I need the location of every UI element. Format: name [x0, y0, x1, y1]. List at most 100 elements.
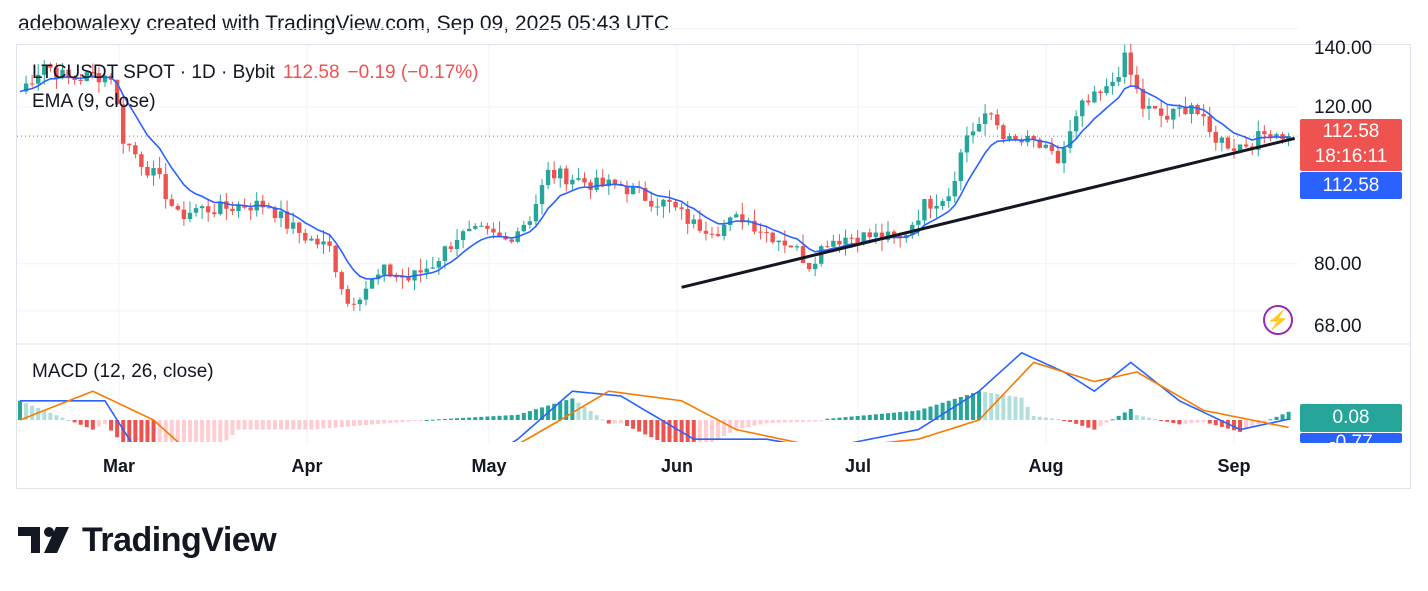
- macd-histogram-bar: [1213, 420, 1218, 426]
- candle-body: [418, 270, 423, 273]
- candle-body: [776, 240, 781, 243]
- candle-body: [145, 166, 150, 176]
- macd-histogram-bar: [473, 417, 478, 420]
- candle-body: [673, 201, 678, 208]
- macd-histogram-bar: [564, 400, 569, 420]
- price-tick: 140.00: [1314, 38, 1373, 59]
- macd-histogram-bar: [436, 419, 441, 421]
- macd-histogram-bar: [606, 420, 611, 424]
- macd-histogram-bar: [1086, 420, 1091, 428]
- macd-histogram-bar: [260, 420, 265, 430]
- candle-body: [564, 168, 569, 185]
- lightning-icon[interactable]: ⚡: [1263, 305, 1293, 335]
- candle-body: [837, 240, 842, 245]
- candle-body: [333, 245, 338, 273]
- candle-body: [1274, 134, 1279, 138]
- candle-body: [667, 199, 672, 202]
- candle-body: [369, 279, 375, 289]
- macd-histogram-bar: [491, 416, 496, 420]
- macd-histogram-bar: [673, 420, 678, 442]
- macd-histogram-bar: [697, 420, 702, 442]
- macd-histogram-bar: [1268, 419, 1273, 421]
- macd-histogram-bar: [36, 408, 41, 420]
- candle-body: [157, 168, 162, 175]
- candle-body: [1043, 144, 1049, 148]
- candle-body: [357, 299, 363, 305]
- macd-histogram-bar: [782, 420, 787, 423]
- macd-histogram-bar: [1098, 420, 1103, 427]
- candle-body: [1146, 106, 1152, 109]
- macd-histogram-bar: [175, 420, 180, 442]
- chart-attribution: adebowalexy created with TradingView.com…: [18, 12, 669, 35]
- candle-body: [66, 69, 71, 79]
- legend-price: 112.58: [282, 62, 340, 83]
- macd-histogram-bar: [1122, 412, 1127, 420]
- candle-body: [224, 201, 229, 209]
- candle-body: [1225, 137, 1231, 149]
- macd-histogram-bar: [467, 417, 472, 420]
- candle-body: [806, 262, 812, 270]
- macd-histogram-bar: [309, 420, 314, 430]
- candle-body: [1128, 52, 1134, 75]
- candle-body: [1268, 134, 1273, 138]
- candle-body: [339, 272, 344, 290]
- macd-histogram-bar: [788, 420, 793, 423]
- macd-histogram-bar: [54, 415, 59, 420]
- macd-histogram-bar: [612, 420, 617, 424]
- macd-histogram-bar: [637, 420, 642, 432]
- candle-body: [242, 205, 247, 208]
- candle-body: [539, 185, 545, 205]
- candle-body: [891, 231, 897, 236]
- macd-histogram-bar: [582, 406, 587, 420]
- x-axis-label: Apr: [291, 456, 323, 476]
- macd-histogram-bar: [618, 420, 623, 424]
- macd-histogram-bar: [503, 415, 508, 420]
- candle-body: [989, 113, 994, 115]
- candle-body: [1195, 105, 1200, 115]
- candle-body: [1055, 150, 1061, 164]
- candle-body: [309, 238, 314, 241]
- candle-body: [29, 83, 35, 85]
- candle-body: [1177, 107, 1182, 109]
- candle-body: [485, 225, 490, 229]
- macd-histogram-bar: [60, 417, 65, 420]
- macd-histogram-bar: [102, 420, 107, 424]
- signal-tag: -0.77: [1300, 433, 1402, 443]
- candle-body: [879, 232, 885, 240]
- candle-body: [205, 206, 211, 213]
- candle-body: [321, 241, 326, 245]
- macd-histogram-bar: [1140, 416, 1145, 420]
- candle-body: [764, 231, 769, 233]
- macd-histogram-bar: [807, 420, 812, 422]
- macd-histogram-bar: [1092, 420, 1097, 430]
- candle-body: [491, 228, 496, 233]
- candle-body: [1073, 116, 1079, 132]
- macd-histogram-bar: [594, 415, 599, 420]
- candle-body: [266, 207, 272, 209]
- macd-histogram-bar: [1207, 420, 1212, 424]
- macd-histogram-bar: [958, 396, 963, 420]
- macd-histogram-bar: [691, 420, 696, 442]
- macd-histogram-bar: [849, 416, 854, 420]
- macd-histogram-bar: [873, 414, 878, 420]
- signal-line: [19, 361, 1289, 442]
- candle-body: [163, 174, 168, 200]
- macd-histogram-bar: [279, 420, 284, 430]
- macd-histogram-bar: [115, 420, 120, 438]
- candle-body: [1165, 115, 1170, 120]
- price-tick: 80.00: [1314, 254, 1362, 275]
- candle-body: [394, 276, 399, 278]
- macd-histogram-bar: [72, 420, 77, 423]
- candle-body: [442, 246, 448, 262]
- candle-body: [819, 246, 824, 264]
- macd-histogram-bar: [934, 404, 939, 420]
- candle-body: [727, 217, 733, 225]
- macd-histogram-bar: [527, 411, 532, 420]
- macd-histogram-bar: [794, 420, 799, 423]
- candle-body: [1183, 107, 1188, 115]
- ema-label: EMA (9, close): [32, 91, 156, 112]
- macd-histogram-bar: [770, 420, 775, 423]
- tradingview-logo[interactable]: TradingView: [18, 520, 277, 560]
- candle-body: [934, 205, 939, 209]
